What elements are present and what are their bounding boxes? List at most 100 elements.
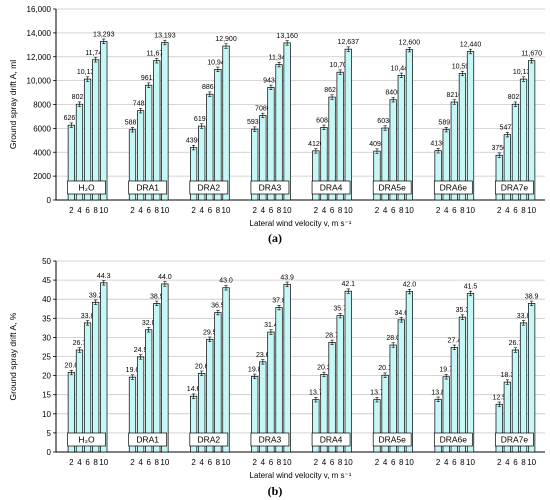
x-tick-label: 6	[269, 458, 274, 467]
group-label-box	[250, 432, 290, 447]
data-label: 33.8	[81, 313, 95, 320]
x-tick-label: 2	[314, 458, 319, 467]
x-tick-label: 4	[505, 458, 510, 467]
group-label: DRA7e	[501, 435, 529, 445]
x-tick-label: 10	[99, 206, 108, 215]
group-label-box	[67, 432, 106, 447]
data-label: 44.0	[158, 274, 172, 281]
data-label: 8863	[202, 84, 218, 91]
y-tick-label: 5	[47, 429, 52, 438]
x-tick-label: 8	[216, 206, 221, 215]
data-label: 28.7	[325, 332, 339, 339]
x-tick-label: 4	[138, 206, 143, 215]
data-label: 37.8	[272, 298, 286, 305]
x-tick-label: 8	[216, 458, 221, 467]
group-label-box	[495, 180, 534, 195]
data-label: 26.7	[509, 340, 523, 347]
x-tick-label: 6	[146, 206, 151, 215]
x-tick-label: 4	[383, 458, 388, 467]
data-label: 4390	[186, 138, 202, 145]
group-label-box	[311, 432, 351, 447]
x-tick-label: 8	[521, 458, 526, 467]
x-tick-label: 10	[405, 206, 414, 215]
x-tick-label: 6	[146, 458, 151, 467]
x-tick-label: 2	[436, 206, 441, 215]
group-label-box	[67, 180, 106, 195]
x-tick-label: 6	[330, 206, 335, 215]
data-label: 10,440	[391, 65, 413, 72]
bar	[405, 49, 413, 201]
y-tick-label: 6000	[33, 124, 51, 133]
x-tick-label: 2	[130, 206, 135, 215]
group-label-box	[372, 432, 412, 447]
data-label: 42.0	[403, 282, 417, 289]
bar	[153, 60, 161, 201]
x-tick-label: 10	[222, 458, 231, 467]
bar	[336, 315, 344, 453]
bar	[214, 312, 222, 453]
bar	[100, 40, 108, 201]
panel-label-b: (b)	[267, 484, 283, 498]
panel-label-a: (a)	[268, 231, 282, 245]
x-tick-label: 8	[460, 206, 465, 215]
x-tick-label: 8	[399, 206, 404, 215]
y-tick-label: 20	[42, 372, 51, 381]
x-tick-label: 10	[160, 206, 169, 215]
x-tick-label: 2	[375, 206, 380, 215]
bar	[528, 303, 536, 453]
bar	[92, 59, 100, 201]
data-label: 10,130	[513, 69, 535, 76]
x-tick-label: 2	[253, 206, 258, 215]
x-tick-label: 4	[322, 206, 327, 215]
data-label: 38.9	[150, 293, 164, 300]
data-label: 24.9	[134, 347, 148, 354]
y-tick-label: 2000	[33, 172, 51, 181]
y-tick-label: 30	[42, 333, 51, 342]
x-tick-label: 2	[191, 458, 196, 467]
data-label: 4120	[308, 141, 324, 148]
group-label: DRA3	[259, 183, 282, 193]
group-label: DRA7e	[501, 183, 529, 193]
group-label: DRA2	[197, 435, 220, 445]
y-tick-label: 8000	[33, 101, 51, 110]
data-label: 32.0	[142, 320, 156, 327]
x-tick-label: 6	[208, 458, 213, 467]
x-tick-label: 2	[375, 458, 380, 467]
bar	[92, 301, 100, 453]
data-label: 44.3	[97, 273, 111, 280]
data-label: 11,747	[85, 50, 106, 57]
y-tick-label: 14,000	[27, 29, 52, 38]
data-label: 12,600	[399, 40, 421, 47]
data-label: 12,637	[338, 39, 360, 46]
group-label-box	[189, 432, 229, 447]
x-tick-label: 10	[405, 458, 414, 467]
data-label: 29.5	[203, 329, 217, 336]
group-label-box	[433, 180, 473, 195]
y-axis-label: Ground spray drift A, ml	[8, 60, 18, 149]
group-label: DRA1	[136, 435, 159, 445]
data-label: 42.1	[341, 281, 355, 288]
group-label: H₂O	[79, 435, 95, 445]
bar	[466, 51, 475, 201]
x-tick-label: 8	[277, 458, 282, 467]
y-tick-label: 45	[42, 276, 51, 285]
x-tick-label: 4	[444, 458, 449, 467]
y-tick-label: 10	[42, 410, 51, 419]
x-tick-label: 8	[155, 206, 160, 215]
data-label: 10,707	[329, 62, 351, 69]
y-tick-label: 10,000	[27, 77, 52, 86]
y-tick-label: 35	[42, 314, 51, 323]
bar	[458, 316, 467, 453]
data-label: 11,670	[146, 51, 167, 58]
x-tick-label: 4	[261, 206, 266, 215]
data-label: 13,293	[93, 31, 115, 38]
data-label: 14.6	[187, 386, 201, 393]
x-tick-label: 6	[330, 458, 335, 467]
data-label: 36.5	[211, 303, 225, 310]
ground-drift-percent-chart: 0 5 10 15 20 25 30 35 40 45 50 Ground spray drift A…	[8, 257, 545, 480]
data-label: 13,160	[276, 33, 298, 40]
bar	[214, 69, 222, 201]
x-tick-label: 8	[338, 458, 343, 467]
bar	[344, 48, 352, 201]
data-label: 3750	[491, 145, 507, 152]
